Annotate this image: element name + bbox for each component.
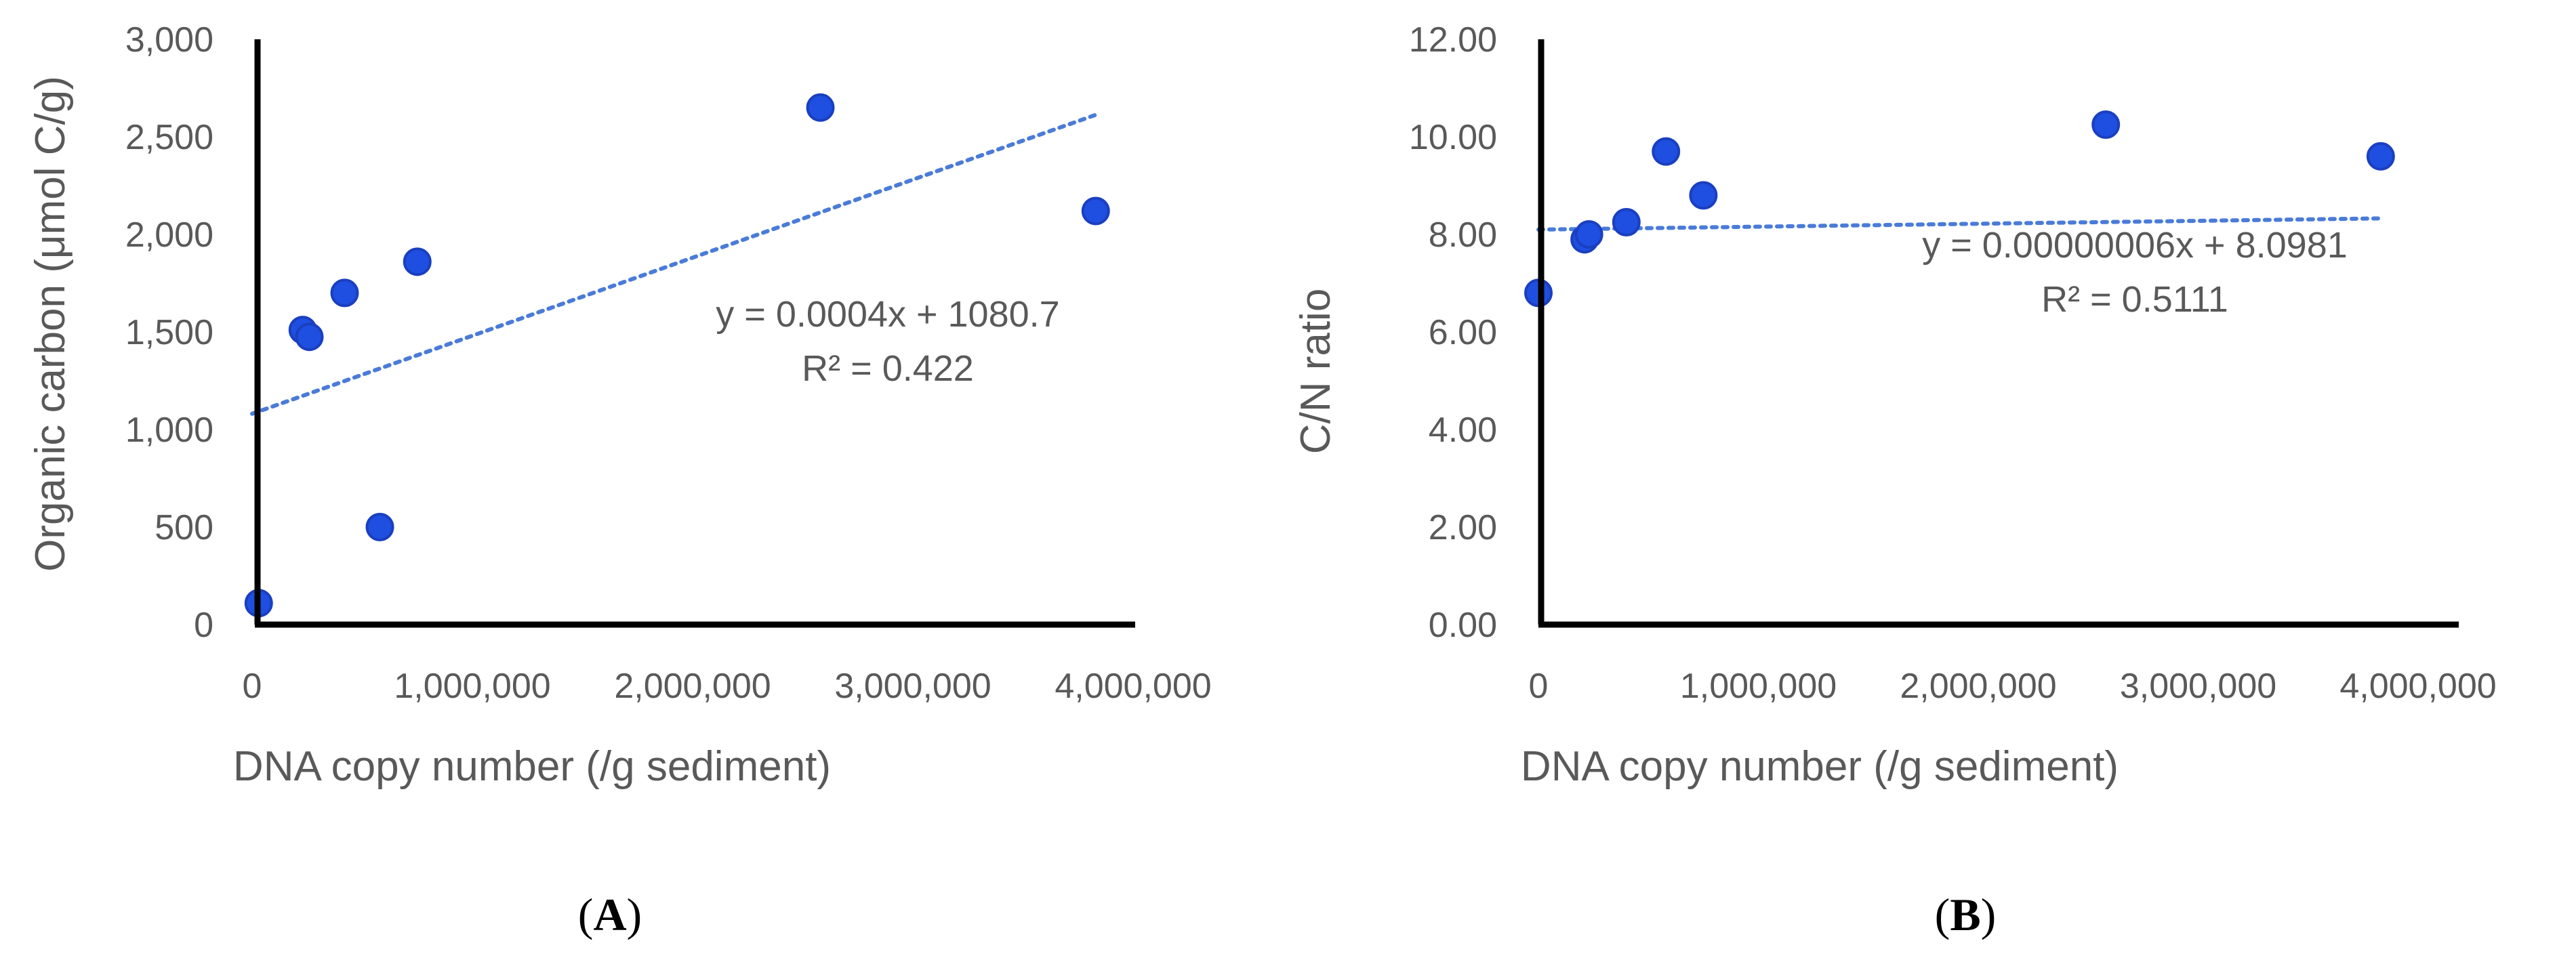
data-point (1612, 208, 1641, 236)
y-tick-label: 4.00 (1429, 411, 1497, 450)
r-squared-label: R² = 0.422 (802, 348, 974, 389)
y-axis-title: C/N ratio (1292, 289, 1339, 455)
data-point (2091, 110, 2121, 139)
y-tick-label: 12.00 (1409, 20, 1497, 60)
trendline (1536, 216, 2383, 232)
r-squared-label: R² = 0.5111 (2041, 279, 2228, 320)
y-axis-title: Organic carbon (μmol C/g) (27, 76, 74, 572)
data-point (806, 93, 835, 122)
data-point (2366, 142, 2395, 171)
axes (254, 39, 1135, 628)
data-point (295, 322, 324, 352)
x-tick-label: 0 (1529, 667, 1549, 706)
y-tick-labels: 0 500 1,000 1,500 2,000 2,500 3,000 (125, 20, 213, 645)
x-tick-label: 4,000,000 (1055, 667, 1211, 706)
panel-label: (A) (578, 889, 642, 940)
y-tick-label: 500 (155, 508, 213, 547)
y-tick-label: 6.00 (1429, 313, 1497, 352)
trendline-group (250, 112, 1098, 416)
x-tick-label: 3,000,000 (834, 667, 991, 706)
x-tick-label: 0 (243, 667, 262, 706)
x-tick-label: 4,000,000 (2339, 667, 2496, 706)
data-point (365, 513, 394, 541)
y-tick-label: 10.00 (1409, 118, 1497, 157)
x-tick-label: 1,000,000 (394, 667, 550, 706)
data-point (1689, 181, 1718, 210)
data-point (1652, 137, 1681, 166)
axes (1538, 39, 2459, 628)
data-points (244, 93, 1110, 618)
y-tick-label: 0 (194, 606, 213, 645)
x-axis-title: DNA copy number (/g sediment) (233, 743, 831, 790)
y-tick-label: 2.00 (1429, 508, 1497, 547)
x-tick-label: 3,000,000 (2120, 667, 2276, 706)
trendline-equation: y = 0.0004x + 1080.7 (716, 294, 1059, 335)
y-tick-labels: 0.00 2.00 4.00 6.00 8.00 10.00 12.00 (1409, 20, 1497, 645)
panel-a: 0 1,000,000 2,000,000 3,000,000 4,000,000 0 5… (27, 20, 1212, 940)
data-points (1524, 110, 2395, 308)
y-tick-label: 8.00 (1429, 215, 1497, 255)
panel-label: (B) (1935, 889, 1997, 940)
trendline-equation: y = 0.00000006x + 8.0981 (1922, 225, 2348, 266)
y-tick-label: 2,500 (125, 118, 213, 157)
y-tick-label: 1,500 (125, 313, 213, 352)
data-point (403, 247, 432, 276)
y-tick-label: 3,000 (125, 20, 213, 60)
y-tick-label: 1,000 (125, 411, 213, 450)
x-tick-label: 2,000,000 (614, 667, 771, 706)
y-tick-label: 2,000 (125, 215, 213, 255)
data-point (330, 278, 359, 308)
x-tick-label: 1,000,000 (1680, 667, 1837, 706)
trendline (250, 112, 1098, 416)
x-tick-labels: 0 1,000,000 2,000,000 3,000,000 4,000,000 (1529, 667, 2497, 706)
y-tick-label: 0.00 (1429, 606, 1497, 645)
data-point (1574, 220, 1603, 249)
x-tick-label: 2,000,000 (1900, 667, 2056, 706)
trendline-group (1536, 216, 2383, 232)
panel-b: 0 1,000,000 2,000,000 3,000,000 4,000,000 0.… (1292, 20, 2497, 940)
x-axis-title: DNA copy number (/g sediment) (1521, 743, 2119, 790)
x-tick-labels: 0 1,000,000 2,000,000 3,000,000 4,000,000 (243, 667, 1212, 706)
data-point (1081, 196, 1110, 226)
